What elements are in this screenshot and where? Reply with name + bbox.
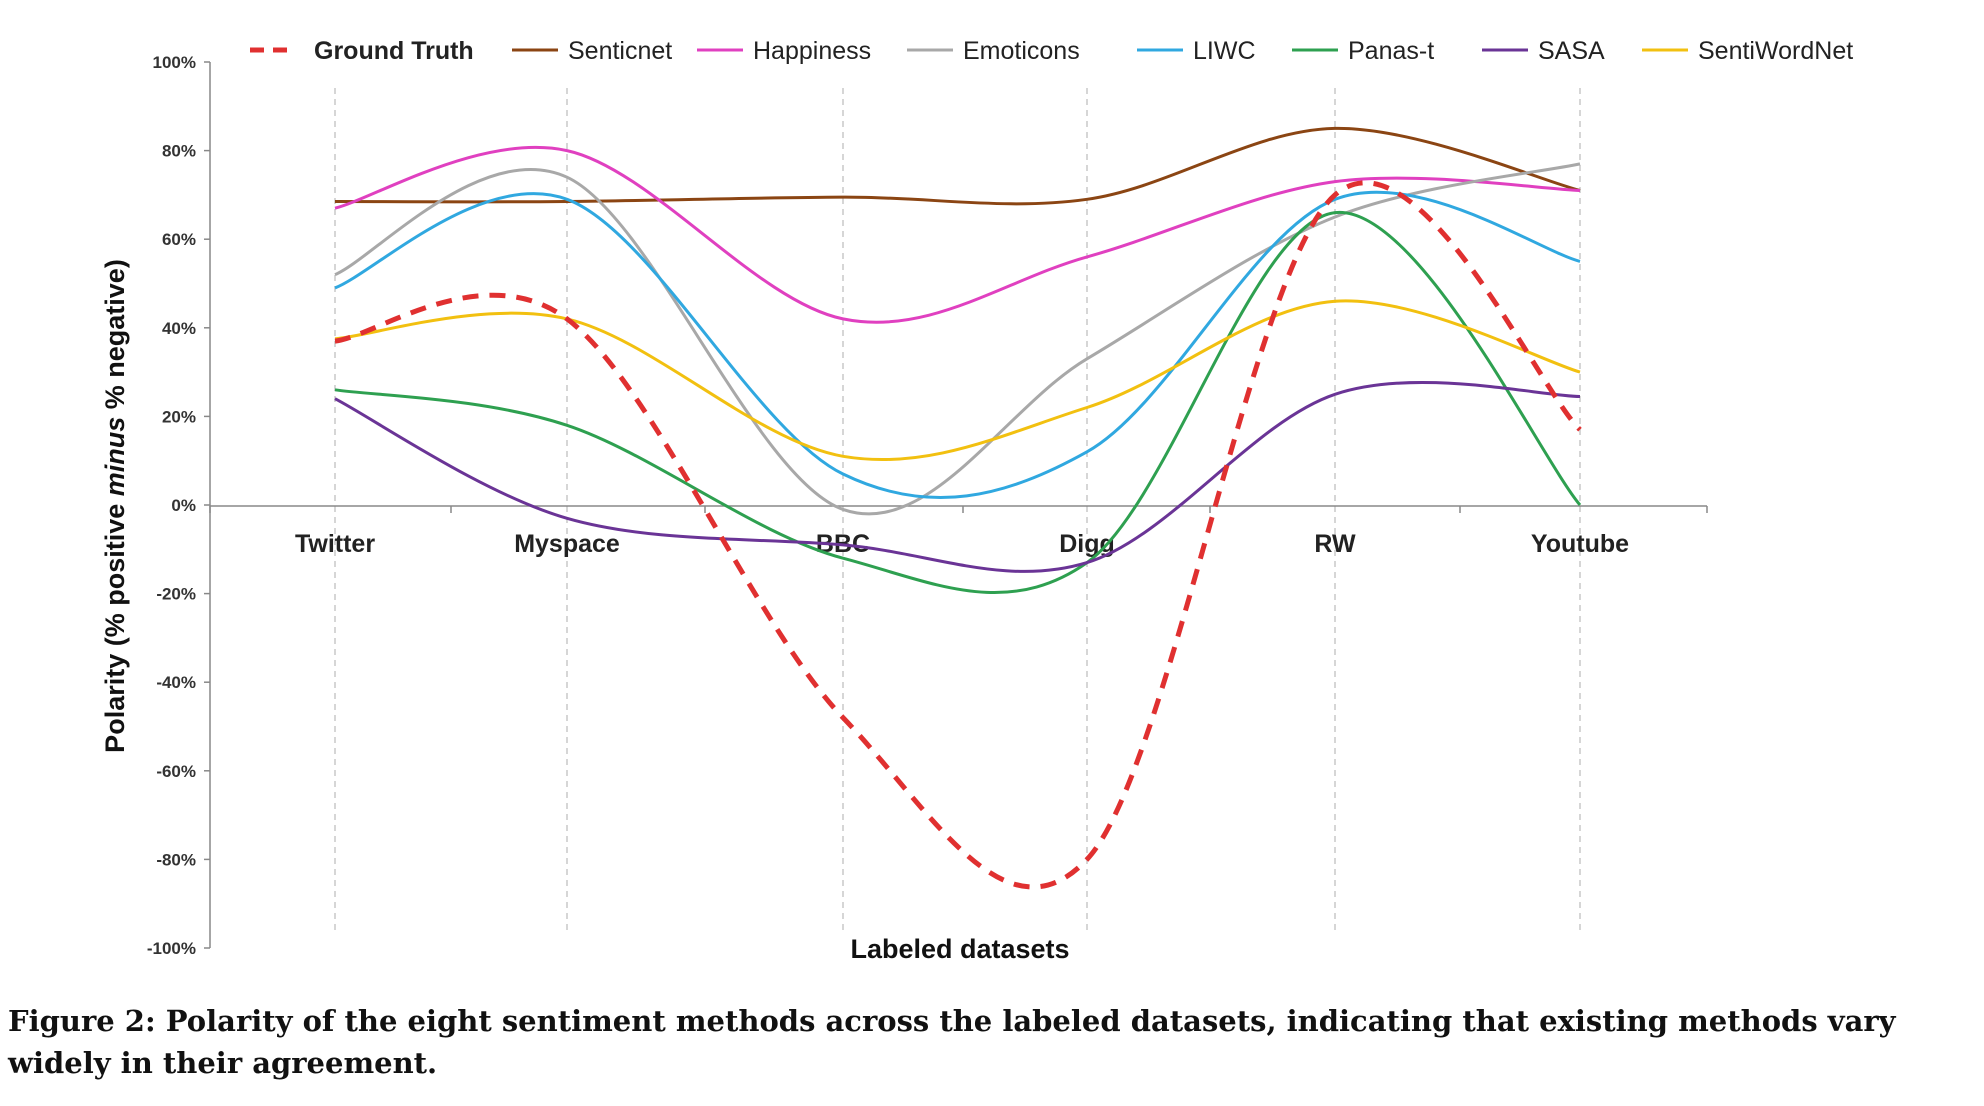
y-tick-label: 100%: [153, 53, 196, 72]
y-ticks: 100% 80% 60% 40% 20% 0% -20% -40% -60% -80% -100%: [147, 53, 1708, 958]
series-line-panas-t: [334, 211, 1582, 594]
y-tick-label: -80%: [156, 850, 196, 869]
series-line-happiness: [334, 145, 1581, 324]
legend-label-liwc: LIWC: [1193, 37, 1256, 65]
legend-label-senticnet: Senticnet: [568, 37, 672, 65]
series-line-liwc: [334, 190, 1581, 500]
series-line-ground-truth: [334, 180, 1582, 890]
legend: Ground Truth Senticnet Happiness Emoticons L…: [250, 37, 1853, 65]
figure-caption: Figure 2: Polarity of the eight sentimen…: [8, 1004, 1896, 1080]
y-tick-label: -40%: [156, 673, 196, 692]
legend-label-panas-t: Panas-t: [1348, 37, 1434, 65]
legend-label-sasa: SASA: [1538, 37, 1605, 65]
series-lines: [334, 126, 1582, 890]
x-category-label-twitter: Twitter: [295, 530, 375, 558]
axes: [209, 62, 1707, 948]
legend-label-emoticons: Emoticons: [963, 37, 1080, 65]
vertical-grid: [334, 88, 1581, 935]
y-axis-title-part-2: minus: [100, 417, 130, 497]
y-tick-label: -100%: [147, 939, 196, 958]
series-line-sasa: [334, 380, 1581, 573]
x-category-label-rw: RW: [1314, 530, 1356, 558]
x-axis-title: Labeled datasets: [850, 934, 1069, 964]
y-tick-label: 20%: [162, 407, 196, 426]
series-line-emoticons: [334, 162, 1581, 516]
series-line-sentiwordnet: [334, 299, 1581, 462]
x-category-label-myspace: Myspace: [514, 530, 620, 558]
y-tick-label: -60%: [156, 762, 196, 781]
legend-label-sentiwordnet: SentiWordNet: [1698, 37, 1853, 65]
y-tick-label: 80%: [162, 142, 196, 161]
x-category-labels: Twitter Myspace BBC Digg RW Youtube: [295, 530, 1629, 558]
y-axis-title-part-3: % negative): [100, 259, 130, 417]
legend-label-happiness: Happiness: [753, 37, 871, 65]
y-tick-label: 0%: [171, 496, 196, 515]
legend-label-ground-truth: Ground Truth: [314, 37, 474, 65]
y-tick-label: -20%: [156, 585, 196, 604]
y-tick-label: 60%: [162, 230, 196, 249]
series-line-senticnet: [334, 126, 1581, 206]
y-axis-title-part-1: Polarity (% positive: [100, 496, 130, 753]
polarity-line-chart: 100%80%60%40%20%0%-20%-40%-60%-80%-100% …: [100, 37, 1853, 964]
y-tick-label: 40%: [162, 319, 196, 338]
x-category-label-youtube: Youtube: [1531, 530, 1629, 558]
y-axis-title: Polarity (% positive minus % negative): [100, 259, 130, 753]
